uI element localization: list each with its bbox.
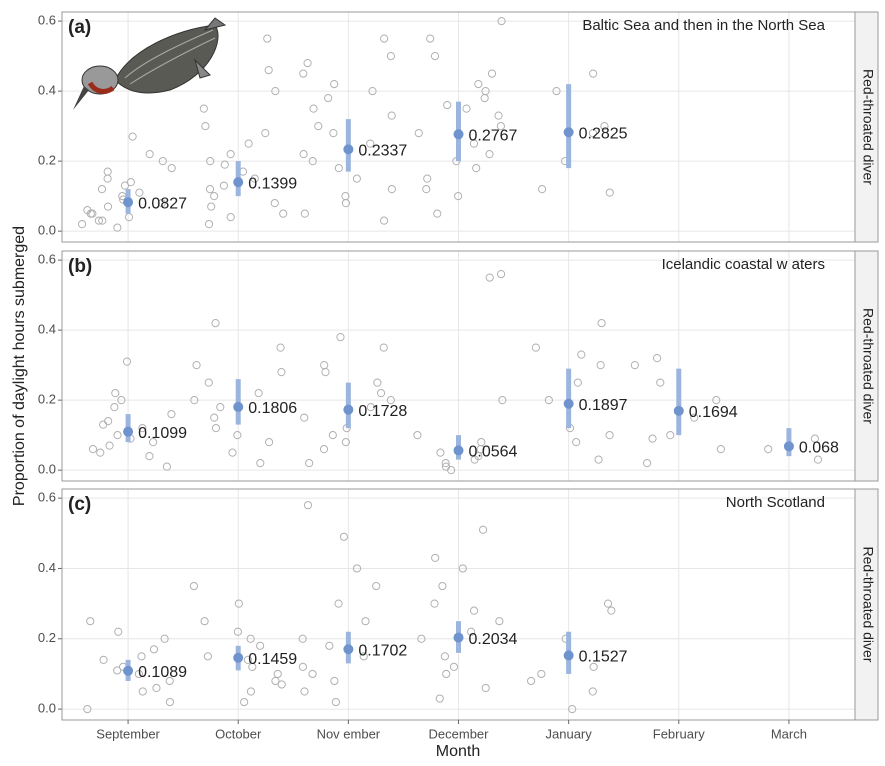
chart: Proportion of daylight hours submerged M… <box>0 0 885 761</box>
y-tick-label: 0.2 <box>38 630 56 645</box>
panel-title: North Scotland <box>726 494 825 511</box>
strip-label: Red-throated diver <box>860 308 876 424</box>
value-label: 0.2034 <box>469 631 518 648</box>
mean-point <box>233 402 243 412</box>
value-label: 0.068 <box>799 440 839 457</box>
mean-point <box>123 666 133 676</box>
y-tick-label: 0.6 <box>38 13 56 28</box>
value-label: 0.1728 <box>358 403 407 420</box>
value-label: 0.1702 <box>358 642 407 659</box>
y-axis-label: Proportion of daylight hours submerged <box>11 226 28 506</box>
value-label: 0.2767 <box>469 128 518 145</box>
mean-point <box>343 644 353 654</box>
x-tick-label: March <box>771 726 807 741</box>
y-tick-label: 0.4 <box>38 560 56 575</box>
panels: 0.0 0.2 0.4 0.6 0.0827 0.1399 0.2337 0.2767 0.28… <box>38 12 878 741</box>
mean-point <box>343 144 353 154</box>
value-label: 0.1806 <box>248 400 297 417</box>
value-label: 0.2825 <box>579 125 628 142</box>
mean-point <box>454 129 464 139</box>
y-tick-label: 0.0 <box>38 223 56 238</box>
mean-point <box>564 127 574 137</box>
mean-point <box>674 406 684 416</box>
y-tick-label: 0.2 <box>38 153 56 168</box>
y-tick-label: 0.4 <box>38 322 56 337</box>
strip-label: Red-throated diver <box>860 69 876 185</box>
x-axis-label: Month <box>436 743 480 760</box>
mean-point <box>233 653 243 663</box>
value-label: 0.1527 <box>579 649 628 666</box>
y-tick-label: 0.0 <box>38 701 56 716</box>
x-tick-label: January <box>546 726 593 741</box>
value-label: 0.1089 <box>138 664 187 681</box>
panel-label: (b) <box>68 256 92 277</box>
y-tick-label: 0.6 <box>38 252 56 267</box>
x-tick-label: Nov ember <box>317 726 381 741</box>
x-tick-label: October <box>215 726 262 741</box>
value-label: 0.1099 <box>138 425 187 442</box>
mean-point <box>784 441 794 451</box>
mean-point <box>123 197 133 207</box>
y-tick-label: 0.2 <box>38 392 56 407</box>
value-label: 0.0564 <box>469 444 518 461</box>
panel-title: Baltic Sea and then in the North Sea <box>582 17 825 34</box>
x-tick-label: December <box>429 726 490 741</box>
value-label: 0.0827 <box>138 195 187 212</box>
value-label: 0.1459 <box>248 651 297 668</box>
mean-point <box>564 399 574 409</box>
x-tick-label: September <box>96 726 160 741</box>
mean-point <box>123 427 133 437</box>
panel-label: (a) <box>68 17 91 38</box>
value-label: 0.1694 <box>689 404 738 421</box>
mean-point <box>564 650 574 660</box>
mean-point <box>454 445 464 455</box>
x-tick-label: February <box>653 726 706 741</box>
y-tick-label: 0.6 <box>38 490 56 505</box>
panel-label: (c) <box>68 494 91 515</box>
mean-point <box>233 177 243 187</box>
value-label: 0.1897 <box>579 397 628 414</box>
y-tick-label: 0.4 <box>38 83 56 98</box>
mean-point <box>454 633 464 643</box>
mean-point <box>343 405 353 415</box>
value-label: 0.2337 <box>358 143 407 160</box>
value-label: 0.1399 <box>248 175 297 192</box>
strip-label: Red-throated diver <box>860 547 876 663</box>
y-tick-label: 0.0 <box>38 462 56 477</box>
panel-title: Icelandic coastal w aters <box>662 256 825 273</box>
